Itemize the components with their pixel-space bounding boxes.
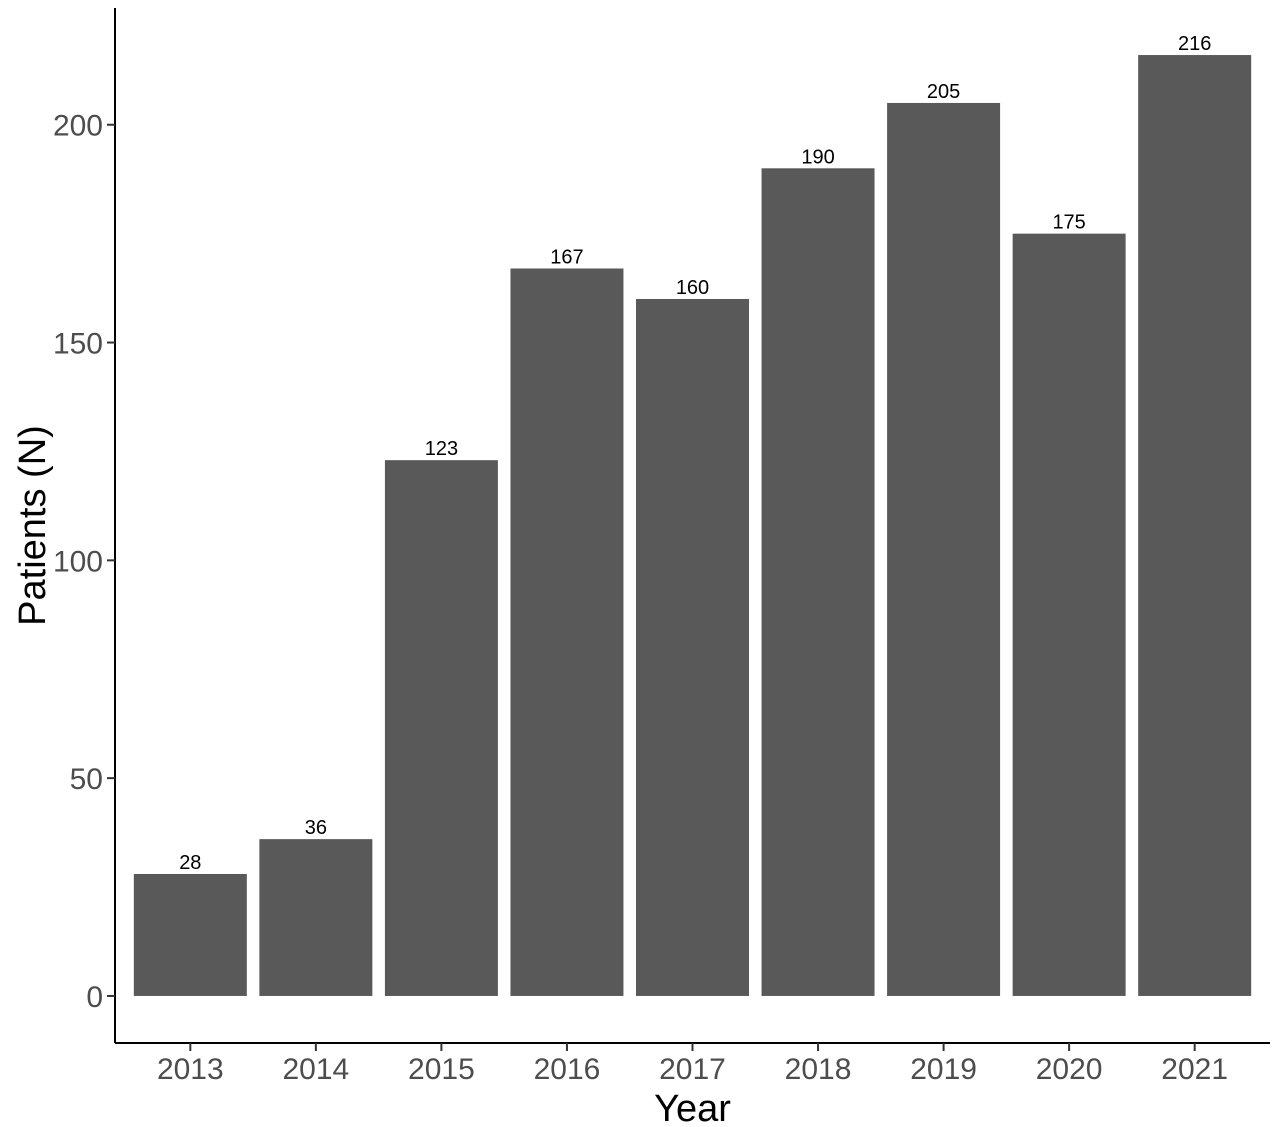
y-tick-label: 0 xyxy=(86,981,103,1014)
y-tick-label: 50 xyxy=(70,763,103,796)
x-tick-label: 2013 xyxy=(157,1053,224,1086)
x-tick-label: 2018 xyxy=(785,1053,852,1086)
bar-2014 xyxy=(259,839,373,996)
y-axis-title: Patients (N) xyxy=(12,425,54,626)
bar-2020 xyxy=(1012,233,1126,996)
bar-2018 xyxy=(761,168,875,996)
bars-group xyxy=(133,55,1252,996)
x-axis-title: Year xyxy=(654,1088,731,1127)
data-label-2015: 123 xyxy=(425,438,458,460)
y-tick-label: 100 xyxy=(53,545,103,578)
bar-2016 xyxy=(510,268,624,996)
bar-2013 xyxy=(133,873,247,996)
x-tick-label: 2021 xyxy=(1161,1053,1228,1086)
x-tick-label: 2020 xyxy=(1036,1053,1103,1086)
data-label-2014: 36 xyxy=(305,817,327,839)
x-tick-label: 2014 xyxy=(282,1053,349,1086)
data-label-2017: 160 xyxy=(676,277,709,299)
bar-2017 xyxy=(636,298,749,996)
data-label-2021: 216 xyxy=(1178,33,1211,55)
data-label-2016: 167 xyxy=(550,246,583,268)
x-tick-label: 2019 xyxy=(910,1053,977,1086)
data-label-2018: 190 xyxy=(801,146,834,168)
bar-2019 xyxy=(887,102,1001,996)
x-tick-label: 2016 xyxy=(534,1053,601,1086)
data-label-2013: 28 xyxy=(179,852,201,874)
y-axis-ticks: 0 50 100 150 200 xyxy=(53,110,115,1014)
data-labels-group: 28 36 123 167 160 190 205 175 216 xyxy=(179,33,1211,874)
data-label-2019: 205 xyxy=(927,81,960,103)
bar-2021 xyxy=(1138,55,1252,996)
y-tick-label: 150 xyxy=(53,328,103,361)
data-label-2020: 175 xyxy=(1052,212,1085,234)
y-tick-label: 200 xyxy=(53,110,103,143)
bar-2015 xyxy=(384,460,498,996)
x-tick-label: 2017 xyxy=(659,1053,726,1086)
x-tick-label: 2015 xyxy=(408,1053,475,1086)
x-axis-ticks: 2013 2014 2015 2016 2017 2018 2019 2020 2021 xyxy=(157,1043,1228,1086)
